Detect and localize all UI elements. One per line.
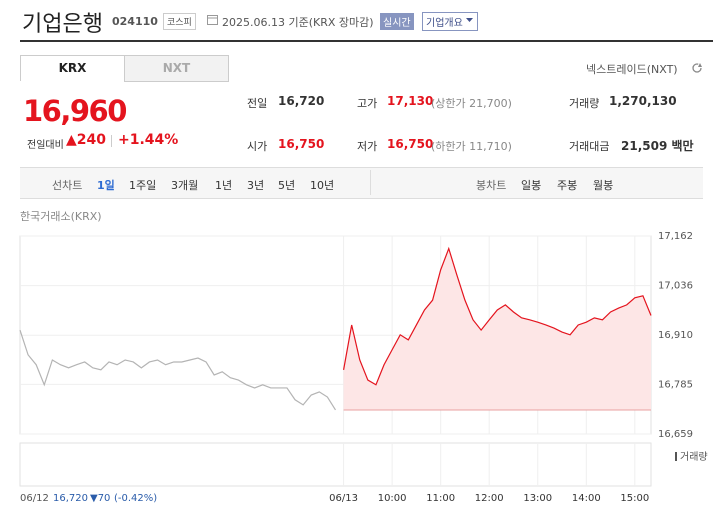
- divider: [370, 170, 371, 195]
- stock-name: 기업은행: [22, 12, 103, 37]
- period-option[interactable]: 1주일: [129, 179, 157, 192]
- y-tick-label: 17,036: [658, 281, 693, 292]
- period-option[interactable]: 5년: [278, 179, 296, 192]
- stat-value: 21,509 백만: [621, 139, 694, 153]
- date-label: 2025.06.13 기준(KRX 장마감): [222, 16, 374, 29]
- stat-label: 시가: [247, 140, 268, 153]
- x-tick-label: 13:00: [523, 493, 552, 504]
- volume-label: 거래량: [680, 451, 708, 463]
- volume-legend-mark: [675, 452, 677, 461]
- stock-code: 024110: [112, 15, 158, 28]
- refresh-icon[interactable]: [691, 62, 703, 74]
- stat-label: 저가: [357, 140, 378, 153]
- period-group-label: 봉차트: [476, 179, 507, 192]
- market-badge: 코스피: [163, 13, 196, 30]
- stat-label: 거래량: [569, 97, 600, 110]
- x-tick-label: 14:00: [572, 493, 601, 504]
- x-tick-label: 15:00: [620, 493, 649, 504]
- footer-change-pct: (-0.42%): [114, 493, 157, 504]
- stat-value: 1,270,130: [609, 94, 677, 108]
- y-tick-label: 16,659: [658, 429, 693, 440]
- tab-krx[interactable]: KRX: [20, 55, 125, 81]
- price-line: [342, 246, 652, 386]
- x-tick-label: 12:00: [475, 493, 504, 504]
- nxt-link[interactable]: 넥스트레이드(NXT): [586, 63, 678, 76]
- period-option[interactable]: 10년: [310, 179, 335, 192]
- stat-label: 전일: [247, 97, 268, 110]
- period-option[interactable]: 1년: [215, 179, 233, 192]
- period-group-label: 선차트: [52, 179, 83, 192]
- stat-value: 16,750: [387, 137, 434, 151]
- stat-value: 17,130: [387, 94, 434, 108]
- x-tick-label: 11:00: [426, 493, 455, 504]
- volume-frame: [19, 442, 652, 487]
- tab-nxt[interactable]: NXT: [124, 55, 229, 82]
- stat-label: 거래대금: [569, 140, 610, 153]
- chart-source: 한국거래소(KRX): [20, 210, 102, 223]
- period-bar: [20, 167, 703, 199]
- stat-label: 고가: [357, 97, 378, 110]
- period-option[interactable]: 3년: [247, 179, 265, 192]
- y-tick-label: 16,910: [658, 330, 693, 341]
- footer-change: ▼70: [90, 493, 110, 504]
- calendar-icon: [207, 15, 218, 25]
- price-line: [19, 329, 337, 411]
- header-rule: [20, 40, 713, 42]
- realtime-badge[interactable]: 실시간: [380, 13, 414, 30]
- divider: [111, 135, 112, 147]
- area: [343, 248, 651, 410]
- dropdown-caret: [466, 18, 473, 22]
- y-tick-label: 17,162: [658, 231, 693, 242]
- current-price: 16,960: [23, 94, 127, 128]
- stat-value: 16,750: [278, 137, 325, 151]
- period-option[interactable]: 월봉: [593, 179, 614, 192]
- footer-date: 06/12: [20, 493, 49, 504]
- x-tick-label: 06/13: [329, 493, 358, 504]
- footer-price: 16,720: [53, 493, 88, 504]
- period-option[interactable]: 3개월: [171, 179, 199, 192]
- change-pct: +1.44%: [118, 132, 179, 148]
- period-option[interactable]: 일봉: [521, 179, 542, 192]
- x-tick-label: 10:00: [378, 493, 407, 504]
- stat-note: (상한가 21,700): [431, 97, 512, 110]
- stat-value: 16,720: [278, 94, 325, 108]
- overview-dropdown[interactable]: 기업개요: [422, 12, 478, 31]
- period-option[interactable]: 주봉: [557, 179, 578, 192]
- stat-note: (하한가 11,710): [431, 140, 512, 153]
- period-option[interactable]: 1일: [97, 179, 115, 192]
- change-label: 전일대비: [27, 140, 64, 151]
- change-value: ▲240: [66, 132, 106, 148]
- y-tick-label: 16,785: [658, 379, 693, 390]
